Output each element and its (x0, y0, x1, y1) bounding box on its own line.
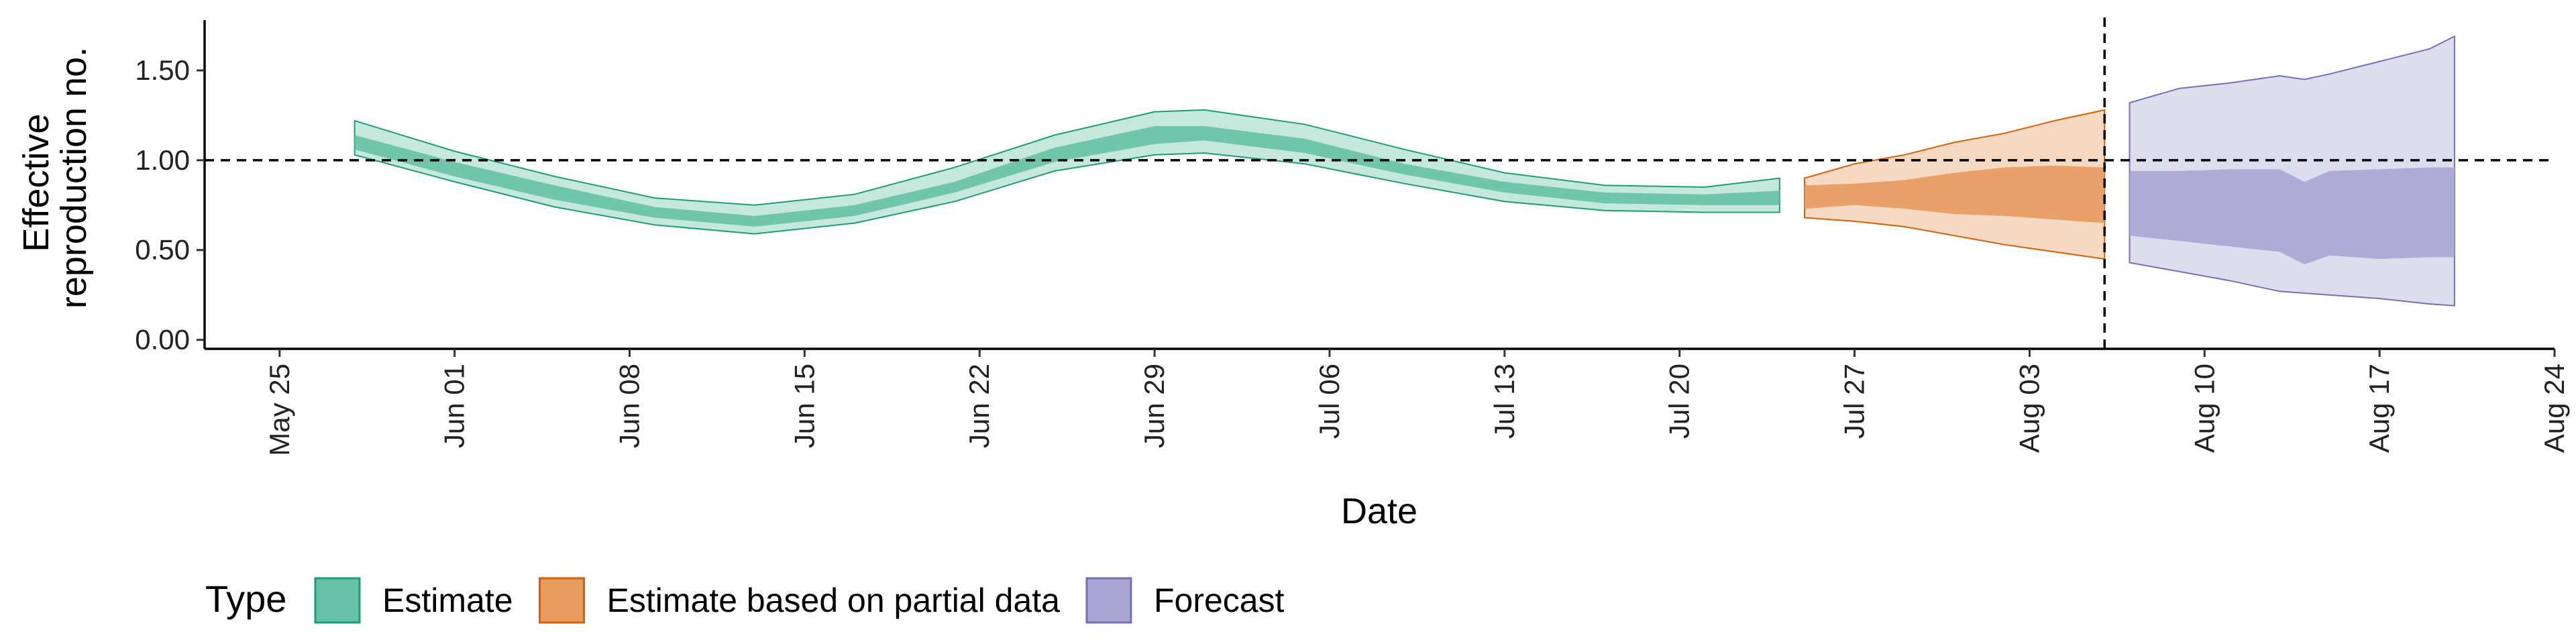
y-axis-title-line-2: reproduction no. (54, 47, 94, 309)
estimate-based-on-partial-data-band-50 (1805, 165, 2105, 223)
y-tick-label: 1.00 (135, 144, 190, 176)
legend-label-estimate: Estimate (382, 582, 513, 619)
x-tick-label: Jun 22 (963, 364, 995, 448)
legend: Type Estimate Estimate based on partial d… (205, 577, 1285, 624)
x-tick-label: Aug 03 (2013, 364, 2045, 453)
x-tick-label: Jun 29 (1138, 364, 1170, 448)
legend-title: Type (205, 578, 286, 620)
estimate-band-90 (354, 109, 1780, 235)
legend-label-estimate-based-on-partial-data: Estimate based on partial data (607, 582, 1061, 619)
y-axis-title-line-1: Effective (16, 113, 56, 252)
reference-lines (205, 17, 2555, 349)
y-tick-label: 1.50 (135, 54, 190, 86)
y-tick-label: 0.50 (135, 234, 190, 266)
x-tick-label: Jul 06 (1313, 364, 1345, 439)
legend-key-estimate-based-on-partial-data (539, 577, 586, 624)
y-axis-title: Effective reproduction no. (16, 47, 94, 309)
x-axis-title: Date (1341, 491, 1417, 531)
x-tick-label: Aug 17 (2363, 364, 2395, 453)
y-ticks: 0.00 0.50 1.00 1.50 (135, 54, 205, 356)
x-tick-label: Jul 20 (1664, 364, 1695, 439)
x-tick-label: Jun 08 (614, 364, 645, 448)
x-tick-label: Aug 24 (2538, 364, 2570, 453)
y-tick-label: 0.00 (135, 324, 190, 356)
legend-label-forecast: Forecast (1154, 582, 1285, 619)
x-tick-label: Jul 27 (1839, 364, 1870, 439)
x-tick-label: May 25 (264, 364, 295, 456)
forecast-band-50 (2129, 167, 2455, 265)
legend-key-forecast (1085, 577, 1132, 624)
estimate-band-50 (354, 126, 1780, 227)
x-ticks: May 25 Jun 01 Jun 08 Jun 15 Jun 22 Jun 29 Jul … (264, 349, 2570, 456)
x-tick-label: Jun 01 (439, 364, 470, 448)
x-tick-label: Jun 15 (788, 364, 820, 448)
axes (203, 20, 2555, 350)
x-tick-label: Aug 10 (2188, 364, 2220, 453)
legend-key-estimate (314, 577, 361, 624)
x-tick-label: Jul 13 (1489, 364, 1520, 439)
plot-bands (354, 35, 2455, 307)
